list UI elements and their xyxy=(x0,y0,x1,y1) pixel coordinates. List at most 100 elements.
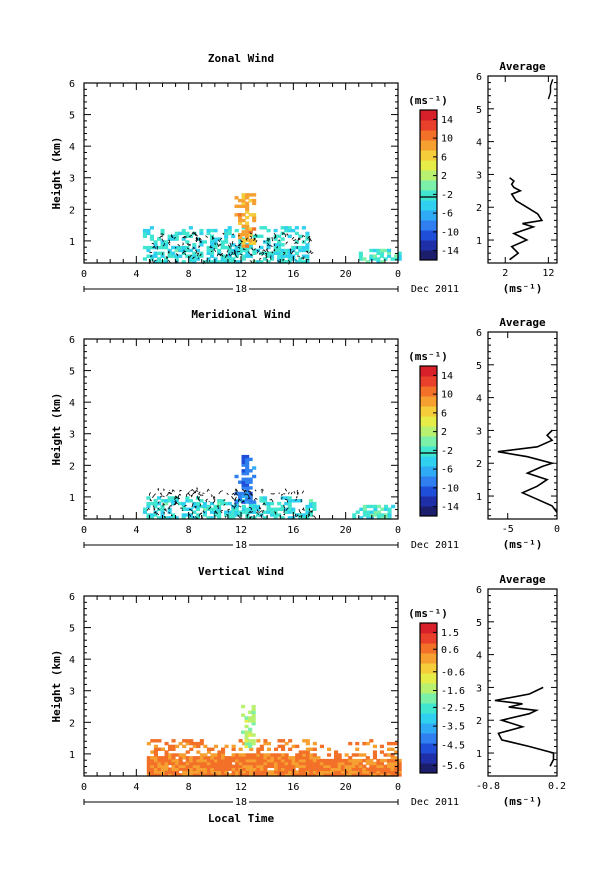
heatmap-cell xyxy=(167,248,172,253)
heatmap-cell xyxy=(372,756,377,760)
heatmap-cell xyxy=(351,764,356,768)
heatmap-cell xyxy=(351,753,356,757)
colorbar-tick-label: -0.6 xyxy=(441,667,465,678)
heatmap-cell xyxy=(217,251,222,255)
contour-line xyxy=(258,252,261,255)
heatmap-cell xyxy=(181,260,186,264)
contour-line xyxy=(168,239,170,243)
heatmap-cell xyxy=(373,504,378,509)
contour-line xyxy=(210,494,213,498)
heatmap-cell xyxy=(301,516,306,520)
heatmap-cell xyxy=(266,245,271,250)
heatmap-cell xyxy=(387,248,392,253)
heatmap-cell xyxy=(255,234,260,238)
heatmap-cell xyxy=(284,756,289,760)
heatmap-cell xyxy=(372,773,377,777)
heatmap-cell xyxy=(295,756,300,760)
heatmap-cell xyxy=(227,516,232,520)
contour-line xyxy=(297,237,301,242)
heatmap-cell xyxy=(280,251,285,255)
heatmap-cell xyxy=(199,499,204,503)
heatmap-cell xyxy=(171,744,176,749)
heatmap-cell xyxy=(255,260,260,264)
heatmap-cell xyxy=(309,753,314,757)
heatmap-cell xyxy=(199,767,204,771)
heatmap-cell xyxy=(235,764,240,768)
heatmap-cell xyxy=(238,494,243,499)
heatmap-cell xyxy=(245,215,250,220)
heatmap-cell xyxy=(206,761,211,766)
heatmap-cell xyxy=(203,761,208,766)
heatmap-cell xyxy=(397,257,402,261)
heatmap-cell xyxy=(263,739,268,743)
heatmap-cell xyxy=(259,761,264,766)
heatmap-cell xyxy=(387,770,392,774)
heatmap-cell xyxy=(341,761,346,766)
heatmap-cell xyxy=(142,245,147,250)
heatmap-cell xyxy=(210,773,215,777)
heatmap-cell xyxy=(334,756,339,760)
heatmap-cell xyxy=(281,761,286,766)
heatmap-cell xyxy=(189,767,194,771)
contour-line xyxy=(206,488,210,492)
heatmap-cell xyxy=(327,758,332,763)
heatmap-cell xyxy=(217,260,222,264)
heatmap-cell xyxy=(348,756,353,760)
heatmap-cell xyxy=(242,761,247,766)
heatmap-cell xyxy=(220,260,225,264)
contour-line xyxy=(234,488,237,492)
heatmap-cell xyxy=(217,507,222,511)
heatmap-cell xyxy=(224,231,229,236)
heatmap-cell xyxy=(210,516,215,520)
heatmap-cell xyxy=(192,761,197,766)
contour-line xyxy=(301,515,303,519)
heatmap-cell xyxy=(387,761,392,766)
heatmap-cell xyxy=(185,770,190,774)
contour-line xyxy=(283,513,286,516)
contour-line xyxy=(164,509,168,512)
heatmap-cell xyxy=(245,494,250,499)
heatmap-cell xyxy=(259,770,264,774)
heatmap-cell xyxy=(348,741,353,746)
heatmap-cell xyxy=(241,241,246,245)
heatmap-cell xyxy=(242,764,247,768)
heatmap-cell xyxy=(384,516,389,520)
heatmap-cell xyxy=(294,499,299,503)
heatmap-cell xyxy=(192,245,197,250)
heatmap-cell xyxy=(213,237,218,241)
heatmap-cell xyxy=(274,773,279,777)
heatmap-cell xyxy=(189,739,194,743)
contour-line xyxy=(168,511,171,514)
heatmap-cell xyxy=(298,770,303,774)
heatmap-cell xyxy=(252,248,257,253)
x-tick-label: 0 xyxy=(395,782,401,793)
heatmap-cell xyxy=(248,716,253,720)
heatmap-cell xyxy=(142,234,147,238)
heatmap-cell xyxy=(182,756,187,760)
contour-line xyxy=(201,494,204,497)
colorbar-band xyxy=(420,240,437,251)
heatmap-cell xyxy=(182,753,187,757)
heatmap-cell xyxy=(248,245,253,250)
heatmap-cell xyxy=(146,245,151,250)
date-label: Dec 2011 xyxy=(411,540,459,551)
heatmap-cell xyxy=(280,237,285,241)
heatmap-cell xyxy=(157,758,162,763)
x-tick-label: 20 xyxy=(340,269,352,280)
heatmap-cell xyxy=(210,228,215,233)
heatmap-cell xyxy=(149,516,154,520)
contour-line xyxy=(162,495,165,498)
heatmap-cell xyxy=(280,243,285,247)
heatmap-cell xyxy=(252,234,257,238)
heatmap-cell xyxy=(287,504,292,509)
heatmap-cell xyxy=(376,767,381,771)
heatmap-cell xyxy=(387,516,392,520)
heatmap-cell xyxy=(160,758,165,763)
heatmap-cell xyxy=(192,767,197,771)
heatmap-cell xyxy=(234,500,239,504)
heatmap-cell xyxy=(248,710,253,714)
heatmap-cell xyxy=(241,480,246,484)
heatmap-cell xyxy=(153,747,158,751)
heatmap-cell xyxy=(164,516,169,520)
heatmap-cell xyxy=(224,260,229,264)
